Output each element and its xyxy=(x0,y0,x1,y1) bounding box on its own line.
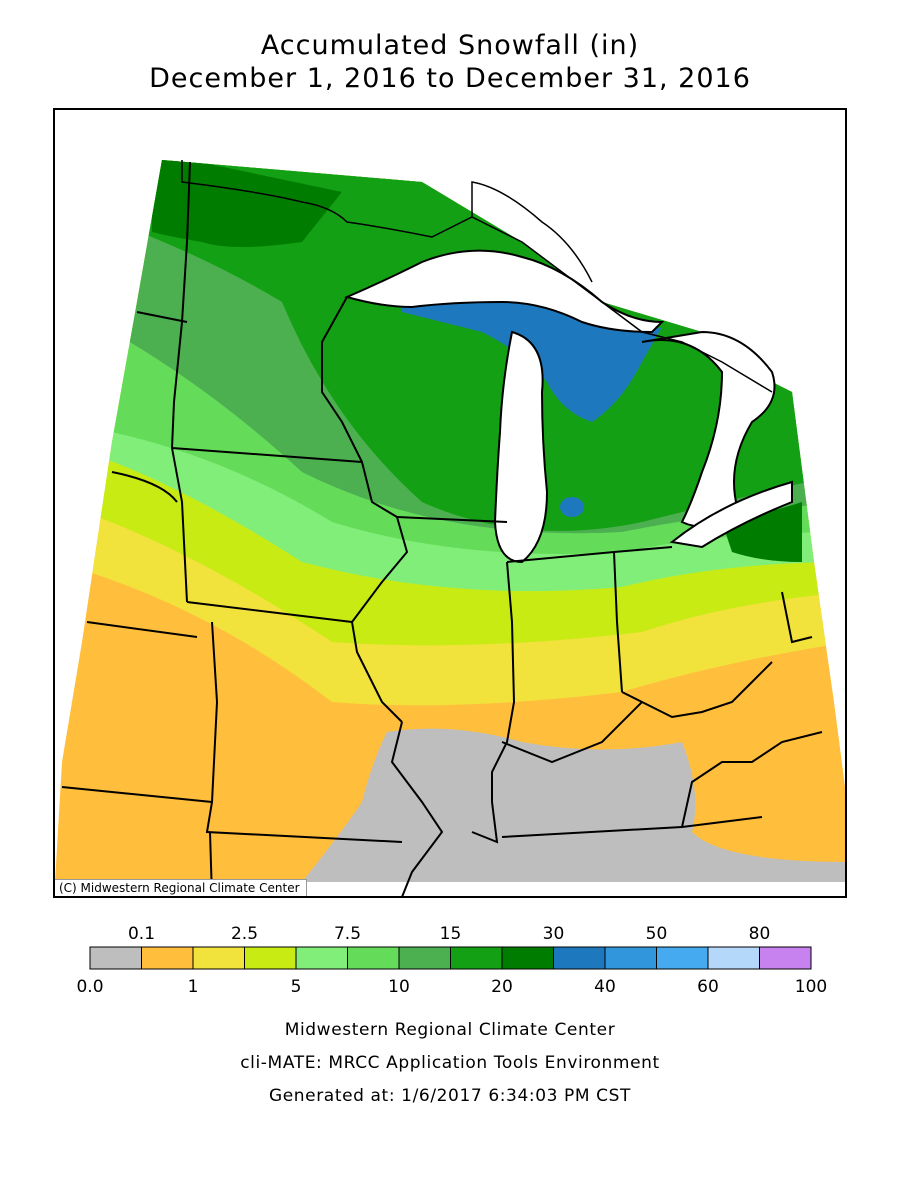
legend-top-label: 2.5 xyxy=(231,924,258,944)
snow-band-0-1 xyxy=(55,728,845,882)
legend-top-label: 7.5 xyxy=(334,924,361,944)
lake-erie xyxy=(669,480,793,549)
legend-bottom-label: 0.0 xyxy=(76,977,103,997)
legend-top-label: 0.1 xyxy=(128,924,155,944)
footer-tool: cli-MATE: MRCC Application Tools Environ… xyxy=(240,1053,660,1073)
snowfall-map xyxy=(55,110,845,896)
lake-michigan xyxy=(493,330,549,564)
legend-bin xyxy=(347,946,400,970)
legend-bin xyxy=(450,946,503,970)
legend-bin xyxy=(141,946,194,970)
footer-org: Midwestern Regional Climate Center xyxy=(284,1020,616,1040)
copyright-notice: (C) Midwestern Regional Climate Center xyxy=(55,879,307,896)
legend-top-label: 80 xyxy=(749,924,771,944)
legend-bin xyxy=(501,946,554,970)
legend-bottom-label: 5 xyxy=(291,977,302,997)
snow-band-30-40-ne xyxy=(722,502,802,562)
legend-bin xyxy=(604,946,657,970)
legend-bin xyxy=(398,946,451,970)
legend-bin xyxy=(244,946,297,970)
map-panel: (C) Midwestern Regional Climate Center xyxy=(53,108,847,898)
map-title: Accumulated Snowfall (in) xyxy=(260,30,640,61)
legend-top-label: 30 xyxy=(543,924,565,944)
footer-generated: Generated at: 1/6/2017 6:34:03 PM CST xyxy=(268,1086,632,1106)
legend-bin xyxy=(192,946,245,970)
legend-bin xyxy=(707,946,760,970)
legend: 0.1 2.5 7.5 15 30 50 80 0.0 1 5 10 20 40 60 100 xyxy=(76,924,827,997)
legend-top-label: 15 xyxy=(440,924,462,944)
legend-bin xyxy=(759,946,812,970)
legend-top-label: 50 xyxy=(646,924,668,944)
legend-bottom-label: 40 xyxy=(594,977,616,997)
legend-bin xyxy=(89,946,142,970)
legend-bin xyxy=(656,946,709,970)
state-boundaries xyxy=(61,161,823,896)
legend-bottom-label: 60 xyxy=(697,977,719,997)
legend-bottom-label: 1 xyxy=(188,977,199,997)
legend-bin xyxy=(553,946,606,970)
lake-superior xyxy=(344,249,665,334)
legend-bin xyxy=(295,946,348,970)
legend-bottom-label: 10 xyxy=(388,977,410,997)
map-date-range: December 1, 2016 to December 31, 2016 xyxy=(149,63,751,94)
legend-bottom-label: 20 xyxy=(491,977,513,997)
legend-bottom-label: 100 xyxy=(795,977,827,997)
snow-band-30-40-nw xyxy=(152,160,342,247)
